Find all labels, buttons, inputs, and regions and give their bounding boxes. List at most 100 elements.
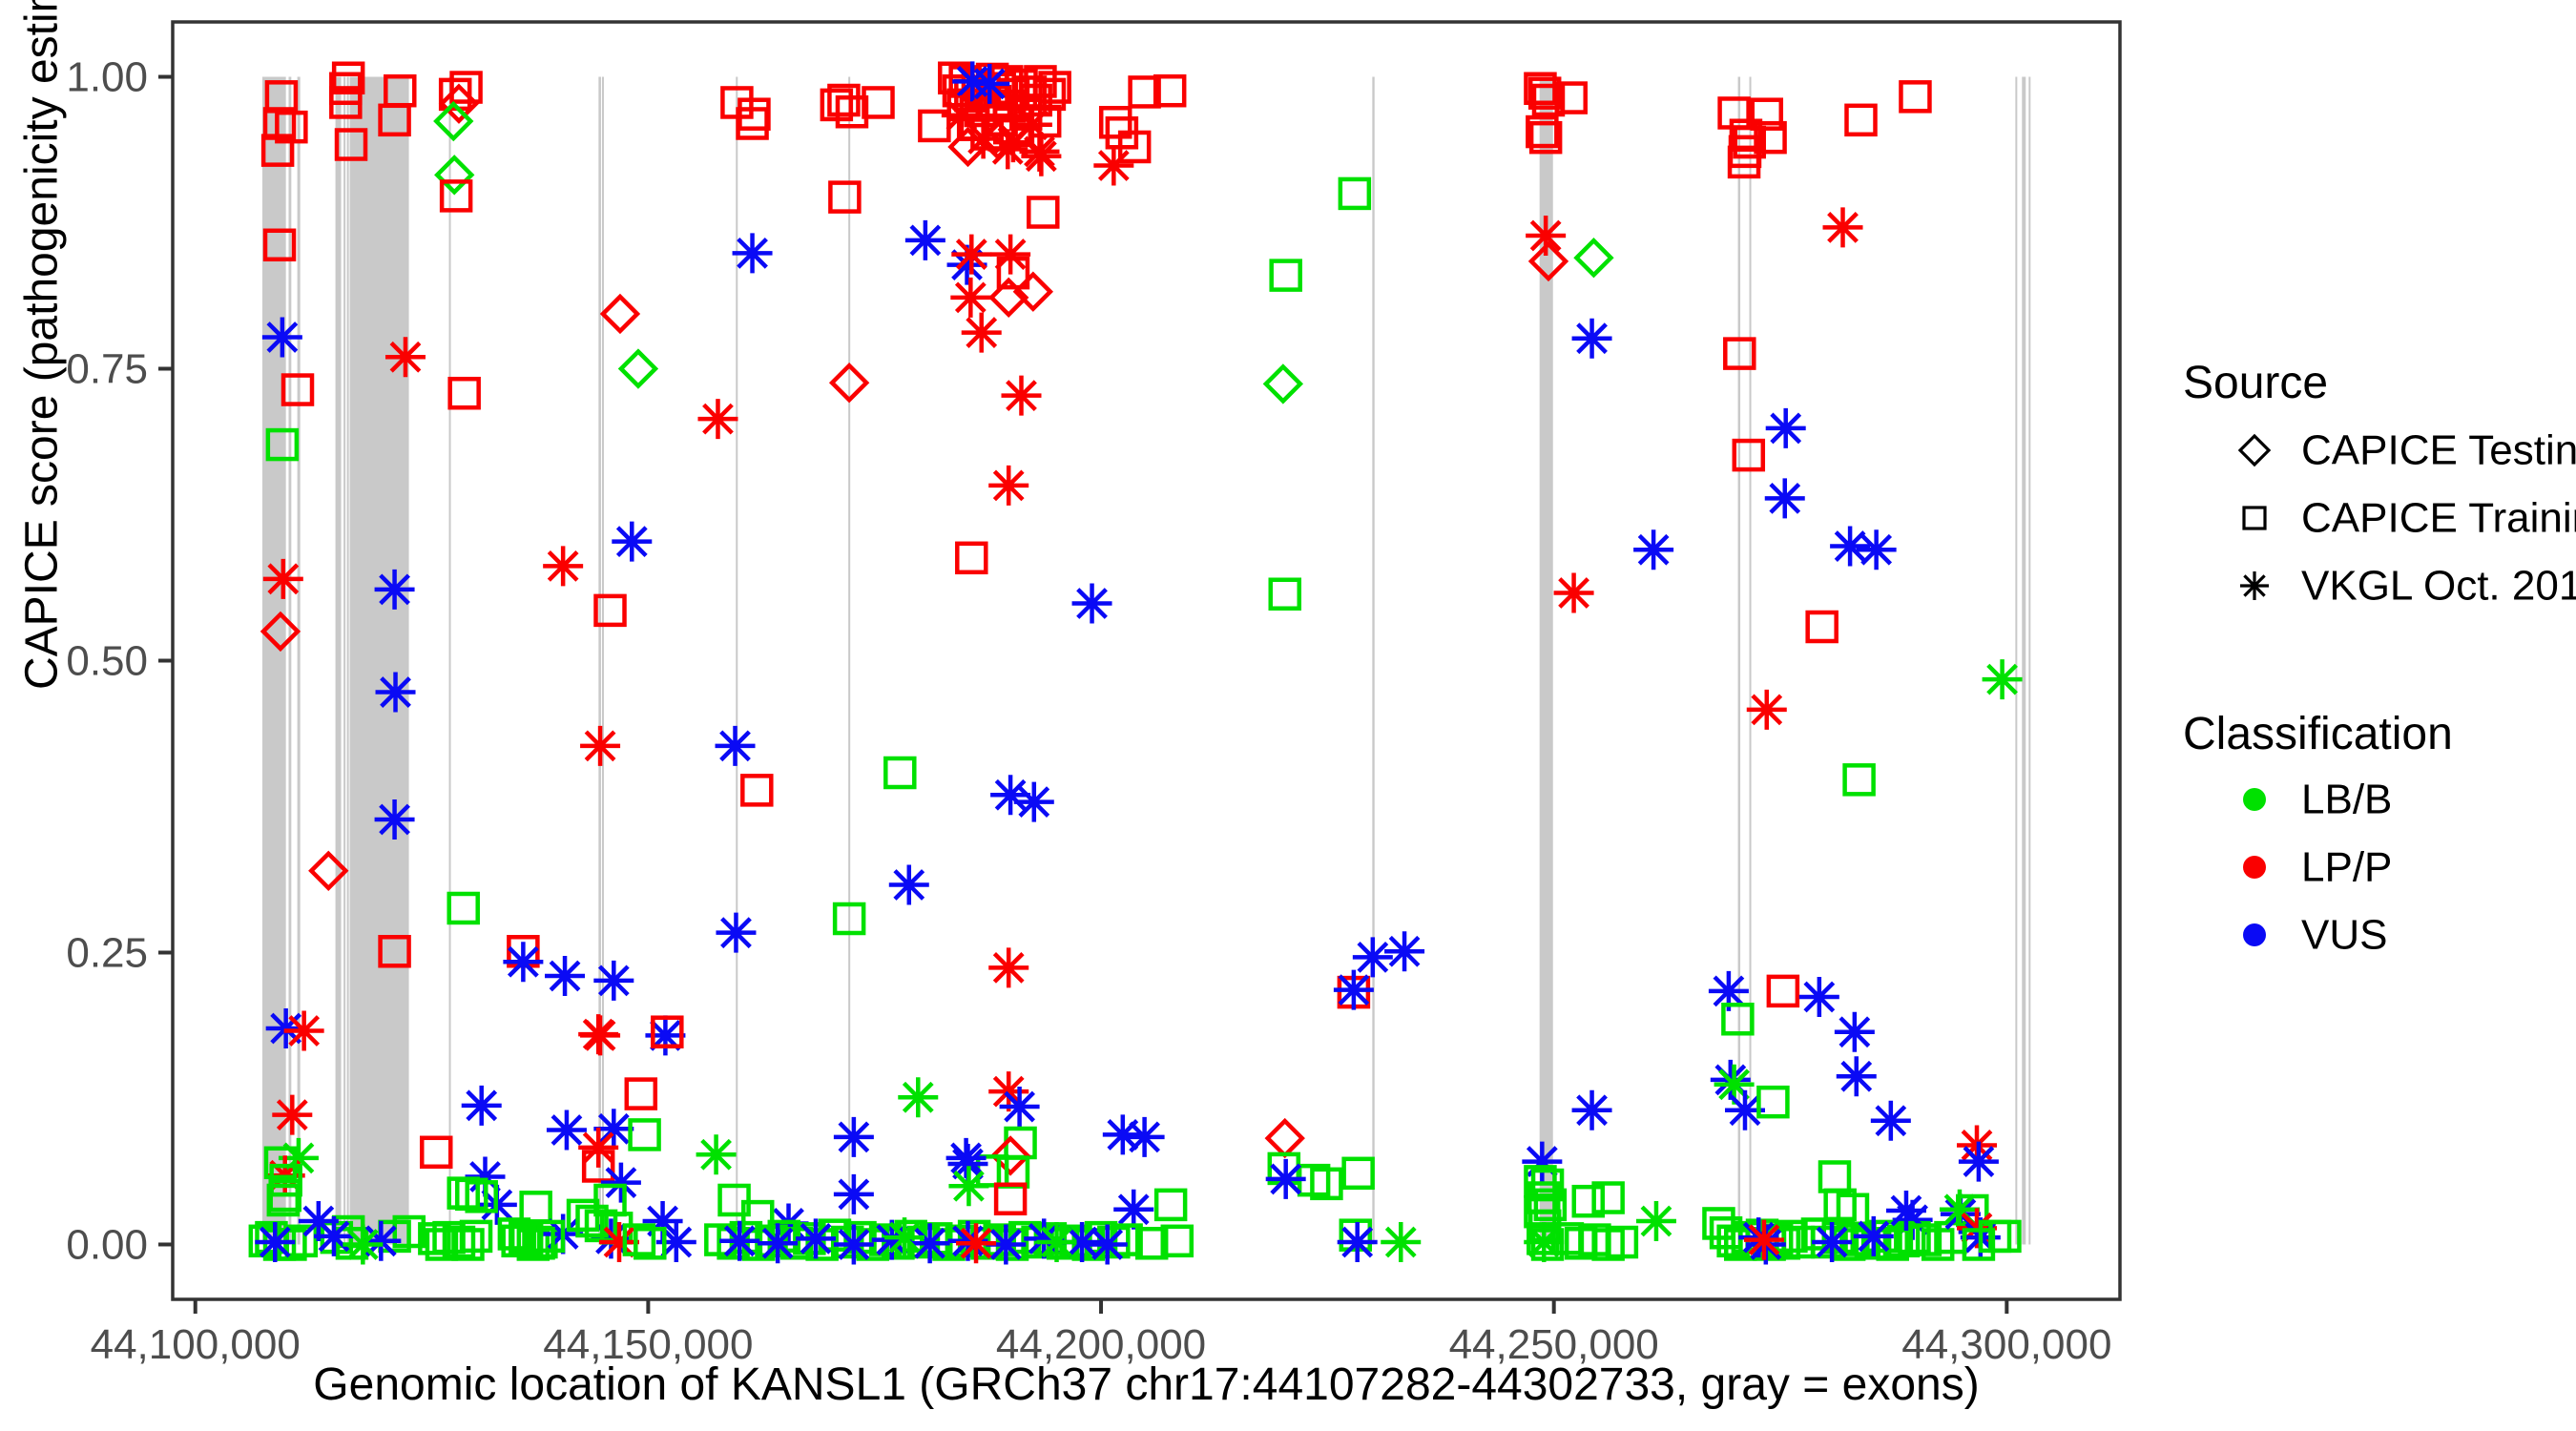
point-vkgl-lbb [884,1217,925,1258]
point-capice-training-lpp [955,541,988,575]
point-capice-training-lpp [419,1135,453,1170]
point-vkgl-lpp [1553,572,1594,613]
point-vkgl-vus [642,1201,683,1241]
exon-band [346,76,349,1245]
point-capice-training-lpp [1732,438,1766,472]
point-vkgl-lpp [1526,215,1567,256]
legend-item-label: VUS [2301,911,2388,959]
point-capice-training-lpp [593,593,627,628]
point-capice-testing-lbb [434,155,475,196]
point-capice-training-lpp [1723,337,1756,370]
point-capice-testing-lpp [1527,240,1569,282]
lpp-dot-icon [2243,856,2266,880]
point-capice-testing-lpp [308,850,349,891]
point-capice-training-lbb [1842,763,1876,797]
point-vkgl-vus [833,1224,874,1265]
point-vkgl-vus [298,1201,339,1241]
point-capice-training-lpp [1766,974,1800,1008]
point-capice-training-lpp [260,134,295,167]
point-capice-training-lbb [1268,577,1301,611]
point-capice-testing-lbb [1262,363,1304,404]
legend-item-capice-training: CAPICE Training [2233,494,2576,540]
point-capice-testing-lbb [433,100,474,142]
point-vkgl-lpp [990,234,1031,275]
point-vkgl-vus [1333,969,1374,1010]
point-capice-training-lbb [1134,1227,1169,1260]
point-vkgl-lbb [1524,1222,1565,1263]
point-capice-training-lpp [1128,75,1161,109]
plot-panel-border [171,20,2122,1301]
exon-band [2028,76,2031,1245]
point-vkgl-vus [1071,583,1112,624]
point-capice-training-lpp [1117,130,1152,164]
point-vkgl-lpp [1746,689,1787,730]
point-capice-training-lbb [447,891,480,925]
point-capice-training-lpp [1733,125,1766,159]
point-capice-training-lpp [1524,72,1557,106]
point-capice-training-lpp [827,83,861,117]
point-capice-training-lbb [1533,1188,1568,1222]
point-capice-training-lbb [1898,1220,1931,1255]
point-vkgl-lpp [1093,145,1134,186]
point-vkgl-lbb [1714,1064,1755,1105]
y-tick-label: 0.00 [66,1221,148,1268]
point-vkgl-lbb [1036,1222,1077,1263]
point-capice-training-lpp [624,1077,658,1110]
point-capice-testing-lpp [599,293,641,335]
point-vkgl-lpp [599,1222,640,1263]
point-vkgl-lbb [343,1224,384,1265]
point-vkgl-vus [833,1116,874,1157]
point-vkgl-lbb [278,1137,319,1178]
point-capice-training-lbb [1160,1224,1195,1258]
point-capice-training-lbb [1988,1219,2022,1254]
point-vkgl-vus [716,912,757,953]
point-vkgl-lpp [543,546,584,587]
point-capice-training-lpp [1750,97,1784,131]
exon-band [335,76,342,1245]
point-vkgl-lpp [1021,135,1062,176]
lbb-dot-icon [2243,788,2266,812]
point-vkgl-lpp [262,558,303,599]
point-capice-training-lbb [522,1227,555,1260]
point-capice-training-lpp [1032,77,1067,112]
legend-item-vus: VUS [2233,911,2388,959]
exon-band [848,76,851,1245]
point-vkgl-lpp [1743,1219,1784,1260]
legend-item-label: CAPICE Testing [2301,426,2576,474]
point-capice-training-lbb [425,1228,459,1261]
point-capice-training-lpp [1526,114,1559,149]
point-capice-training-lbb [622,1223,656,1256]
point-vkgl-lpp [1822,207,1863,248]
point-vkgl-vus [374,798,415,840]
point-vkgl-vus [1062,1222,1103,1263]
point-vkgl-vus [593,1109,634,1150]
point-vkgl-vus [888,864,929,905]
point-capice-training-lpp [993,1182,1028,1215]
asterisk-icon [2240,571,2269,601]
point-vkgl-vus [1384,931,1425,972]
exon-band [297,76,301,1245]
point-vkgl-vus [1522,1141,1563,1182]
point-vkgl-lpp [951,234,992,275]
point-capice-training-lpp [280,373,315,406]
point-capice-training-lbb [1886,1224,1921,1258]
point-vkgl-vus [1124,1116,1165,1157]
legend-item-lpp: LP/P [2233,843,2392,889]
point-vkgl-vus [796,1218,837,1259]
point-capice-training-lpp [447,376,481,410]
point-vkgl-vus [871,1219,912,1260]
point-capice-training-lbb [1153,1188,1188,1222]
point-capice-training-lpp [737,97,771,131]
point-capice-training-lbb [575,1204,609,1238]
y-axis-title: CAPICE score (pathogenicity estimate) [16,0,68,690]
point-capice-training-lbb [1821,1220,1856,1255]
point-vkgl-vus [1958,1141,1999,1182]
point-capice-training-lpp [581,1150,615,1183]
point-capice-training-lbb [1756,1085,1790,1119]
point-capice-training-lbb [1876,1228,1909,1261]
point-vkgl-lpp [988,1071,1029,1112]
point-vkgl-vus [1870,1100,1911,1141]
point-capice-training-lbb [465,1180,498,1213]
